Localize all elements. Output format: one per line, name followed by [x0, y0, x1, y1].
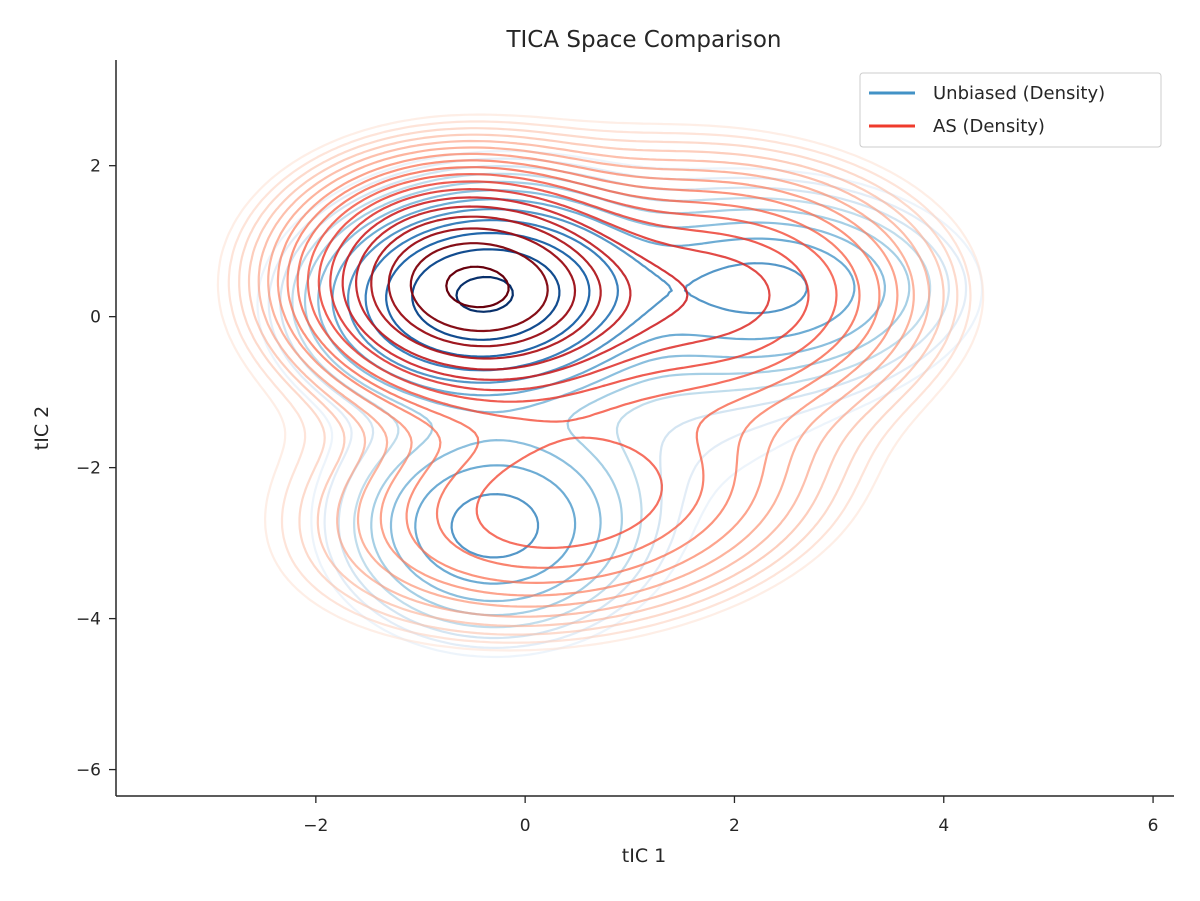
y-tick-label: −4: [76, 610, 101, 630]
contour-line: [317, 180, 810, 403]
contour-line: [227, 120, 972, 644]
contour-line: [257, 139, 931, 618]
legend: Unbiased (Density) AS (Density): [859, 72, 1162, 148]
y-ticks: −6 −4 −2 0 2: [76, 157, 116, 781]
y-axis-title: tIC 2: [31, 406, 53, 450]
contour-line: [387, 227, 577, 348]
x-tick-label: −2: [303, 816, 328, 836]
legend-label-as: AS (Density): [933, 116, 1045, 137]
contour-line: [276, 152, 899, 597]
contour-line: [329, 188, 771, 392]
contour-line: [286, 159, 881, 584]
plot-area: [216, 113, 985, 659]
contour-line: [364, 219, 619, 372]
contour-line: [370, 215, 602, 360]
x-tick-label: 2: [729, 816, 740, 836]
contour-line: [279, 165, 950, 640]
legend-label-unbiased: Unbiased (Density): [933, 83, 1105, 104]
x-tick-label: 0: [520, 816, 531, 836]
contour-line: [445, 265, 510, 309]
x-axis-title: tIC 1: [622, 845, 666, 867]
y-tick-label: −2: [76, 459, 101, 479]
contour-line: [385, 231, 591, 358]
contour-line: [341, 196, 689, 381]
contour-line: [411, 248, 561, 341]
contour-line: [296, 166, 861, 569]
x-tick-label: 4: [938, 816, 949, 836]
x-tick-label: 6: [1148, 816, 1159, 836]
contour-line: [347, 208, 808, 559]
contour-series: [216, 113, 985, 652]
contour-series-layer: [216, 113, 985, 659]
contour-line: [306, 173, 838, 549]
chart-title: TICA Space Comparison: [505, 27, 781, 53]
contour-line: [409, 242, 549, 333]
contour-series: [256, 150, 984, 659]
y-tick-label: −6: [76, 761, 101, 781]
legend-box: [859, 72, 1162, 148]
contour-line: [216, 113, 985, 652]
y-tick-label: 0: [90, 308, 101, 328]
contour-line: [267, 146, 915, 608]
contour-line: [247, 133, 945, 628]
contour-line: [355, 205, 632, 371]
contour-line: [291, 172, 932, 629]
contour-line: [238, 127, 959, 636]
x-ticks: −2 0 2 4 6: [303, 796, 1158, 836]
y-tick-label: 2: [90, 157, 101, 177]
